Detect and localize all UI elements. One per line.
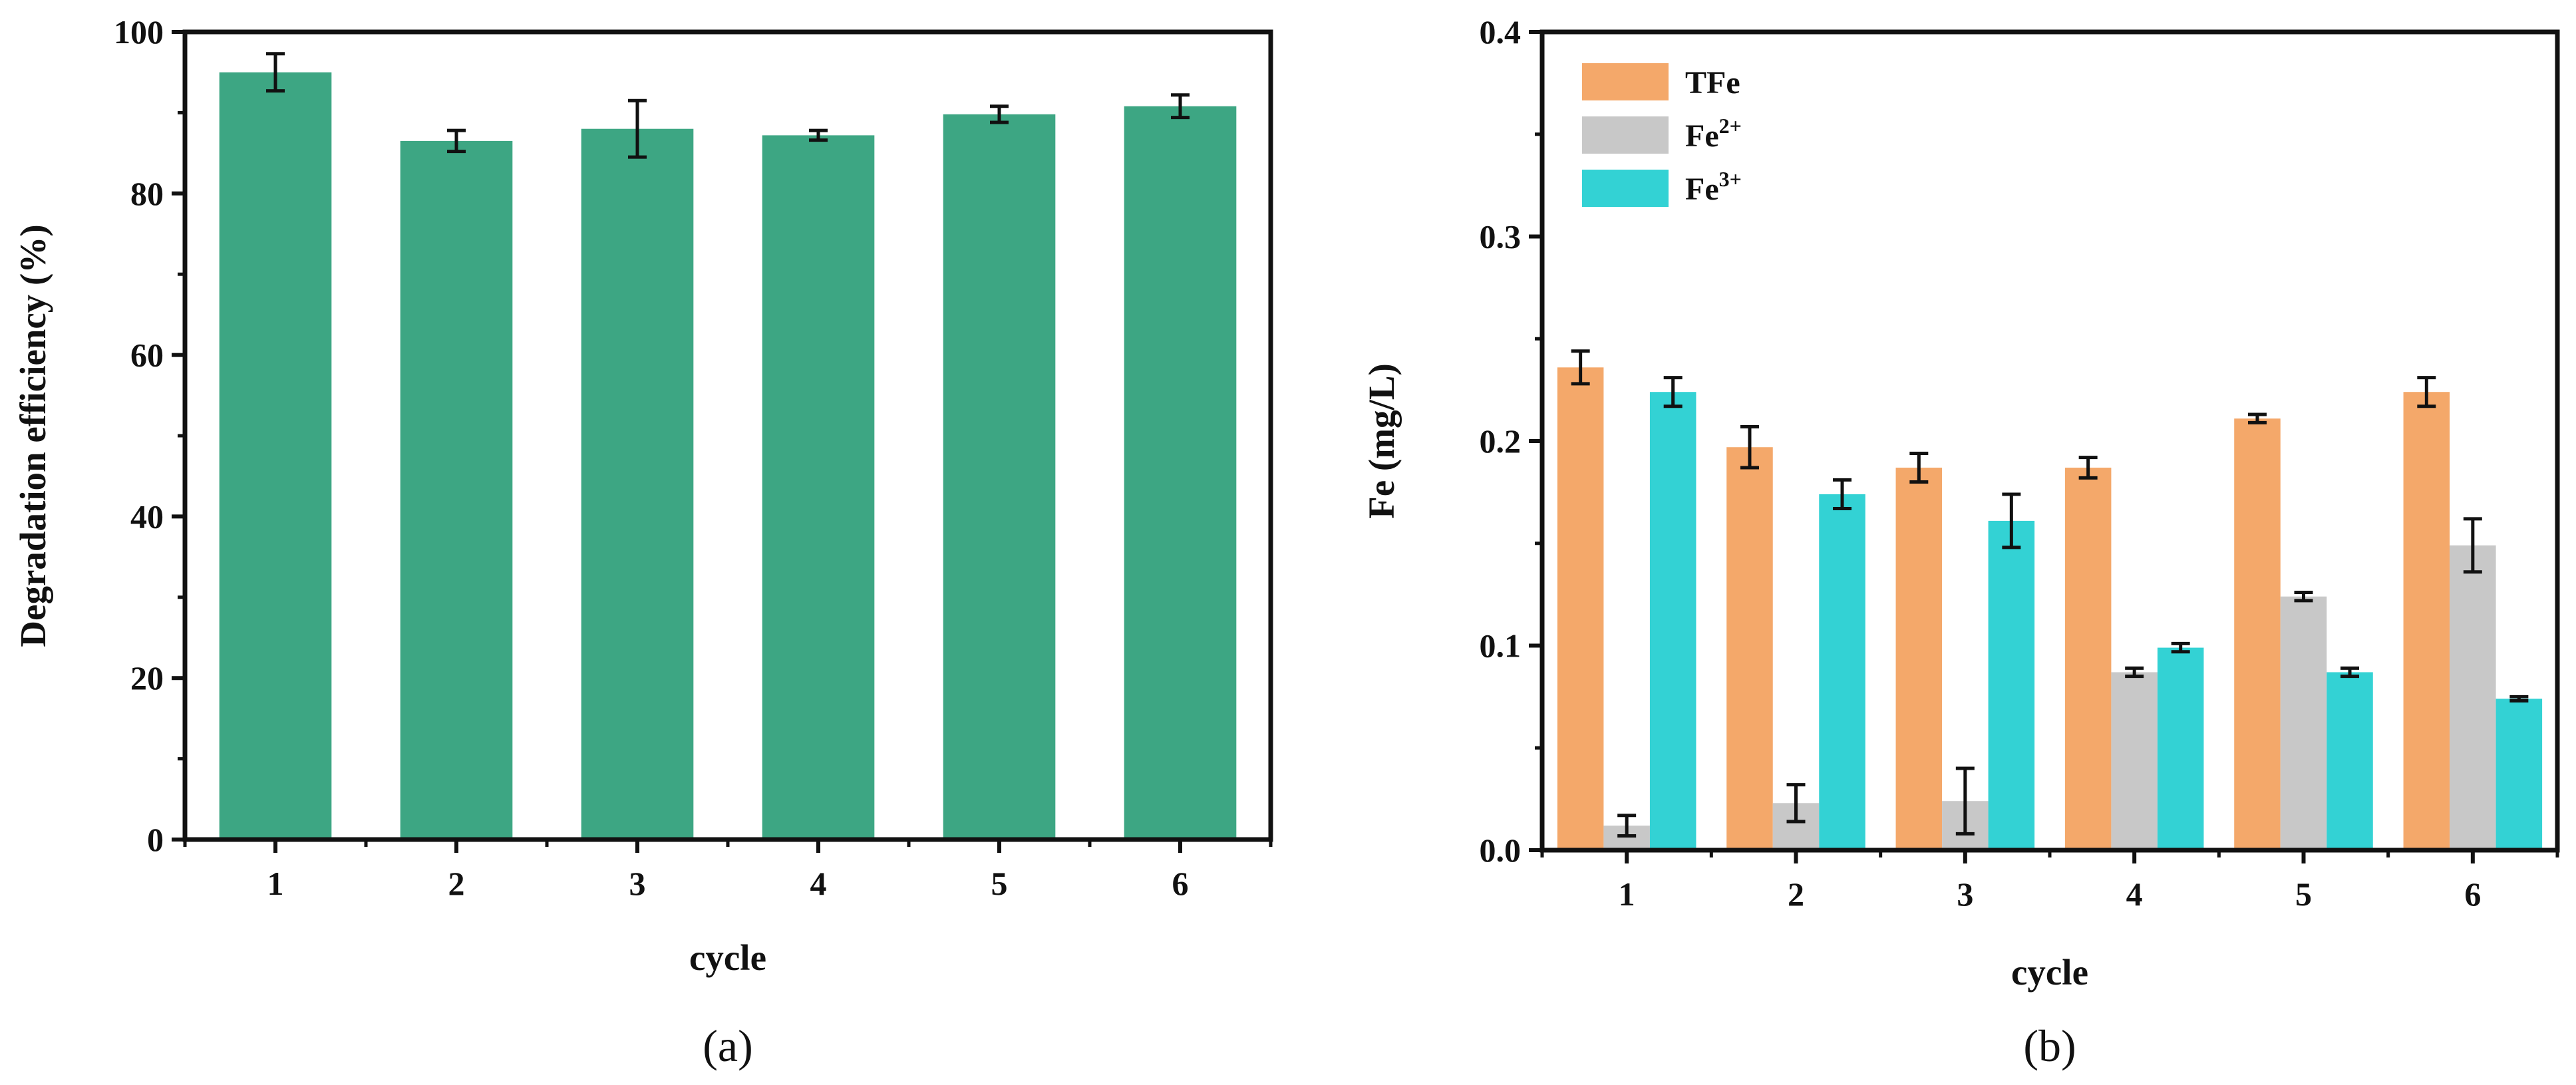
- legend-label-fe2: Fe2+: [1685, 114, 1742, 154]
- panel-b-xtick-label: 4: [2126, 875, 2143, 913]
- panel-b-xtick-label: 5: [2295, 875, 2312, 913]
- panel-a-ytick-label: 60: [130, 337, 164, 374]
- panel-b-errorbar-tfe-1: [1571, 349, 1590, 386]
- panel-a-plot-frame: [182, 29, 1273, 842]
- panel-b-errorbar-fe2-6: [2463, 517, 2482, 574]
- panel-a-errorbar-degradationefficiency-5: [990, 104, 1009, 124]
- panel-b-errorbar-fe3-4: [2171, 641, 2190, 654]
- panel-b-errorbar-fe3-3: [2002, 492, 2021, 549]
- panel-b-errorbar-fe3-1: [1663, 376, 1683, 408]
- legend-swatch-tfe: [1582, 63, 1669, 100]
- panel-a-bar-degradationefficiency-2: [400, 140, 513, 840]
- panel-a-errorbar-degradationefficiency-6: [1171, 93, 1190, 120]
- panel-b-xlabel: cycle: [2011, 952, 2088, 993]
- panel-a-ytick-label: 20: [130, 659, 164, 697]
- legend-swatch-fe2: [1582, 116, 1669, 154]
- panel-b-bar-fe3-1: [1649, 392, 1696, 850]
- legend-label-base: TFe: [1685, 65, 1740, 100]
- panel-b-bar-fe3-2: [1819, 494, 1865, 850]
- panel-b-bar-tfe-4: [2064, 467, 2112, 850]
- panel-b-bar-fe3-6: [2496, 698, 2543, 850]
- panel-b-bar-fe2-5: [2280, 596, 2327, 850]
- panel-b-errorbar-tfe-6: [2417, 376, 2436, 408]
- panel-a-xtick-label: 3: [629, 865, 646, 902]
- panel-a-errorbar-degradationefficiency-1: [266, 52, 285, 93]
- panel-b-bar-fe3-5: [2327, 672, 2373, 850]
- panel-b-bar-tfe-5: [2234, 418, 2281, 850]
- panel-a-ytick-label: 80: [130, 175, 164, 212]
- panel-a-ytick-label: 0: [147, 821, 164, 858]
- panel-b-errorbar-tfe-4: [2078, 456, 2098, 480]
- panel-b-xtick-label: 2: [1788, 875, 1804, 913]
- panel-b-bar-tfe-3: [1895, 467, 1943, 850]
- panel-b-errorbar-tfe-3: [1909, 451, 1929, 484]
- panel-b-bar-fe2-6: [2450, 545, 2496, 850]
- panel-b-label: (b): [2023, 1020, 2076, 1071]
- panel-a-bar-degradationefficiency-1: [219, 72, 332, 840]
- panel-a-ylabel: Degradation efficiency (%): [13, 224, 53, 647]
- panel-b-ytick-label: 0.3: [1480, 218, 1522, 255]
- panel-a-xtick-label: 4: [810, 865, 827, 902]
- panel-a-xtick-label: 2: [448, 865, 465, 902]
- panel-b-bar-tfe-2: [1726, 447, 1773, 850]
- panel-a-bar-degradationefficiency-6: [1124, 106, 1237, 840]
- panel-b-errorbar-tfe-2: [1740, 424, 1759, 470]
- panel-b-xtick-label: 6: [2464, 875, 2481, 913]
- panel-a-bar-degradationefficiency-4: [762, 135, 875, 840]
- panel-a-errorbar-degradationefficiency-2: [447, 128, 466, 154]
- legend-label-superscript: 3+: [1719, 167, 1742, 191]
- panel-b-ytick-label: 0.4: [1480, 13, 1522, 51]
- legend-label-base: Fe: [1685, 172, 1719, 207]
- panel-a-ytick-label: 100: [114, 13, 164, 51]
- panel-b-errorbar-fe3-6: [2509, 695, 2529, 703]
- panel-a-label: (a): [703, 1020, 752, 1071]
- panel-a-errorbar-degradationefficiency-3: [628, 98, 647, 159]
- panel-b-ytick-label: 0.1: [1480, 627, 1522, 665]
- panel-a-chart: 0 20 40 60 80 100 1 2 3 4 5 6 cycle Degradation effic…: [13, 13, 1273, 1071]
- panel-b-errorbar-fe2-3: [1955, 766, 1975, 836]
- panel-a-bar-degradationefficiency-5: [943, 114, 1056, 840]
- panel-b-bar-fe3-4: [2157, 647, 2204, 850]
- panel-b-errorbar-fe3-2: [1833, 478, 1852, 510]
- panel-a-xtick-label: 6: [1172, 865, 1189, 902]
- legend-label-fe3: Fe3+: [1685, 167, 1742, 207]
- panel-b-bar-fe2-4: [2111, 672, 2158, 850]
- panel-a-xtick-label: 1: [267, 865, 284, 902]
- panel-a-bar-degradationefficiency-3: [581, 128, 694, 840]
- panel-a-xtick-label: 5: [991, 865, 1008, 902]
- panel-b-ytick-label: 0.0: [1480, 832, 1522, 869]
- panel-b-errorbar-fe3-5: [2340, 666, 2360, 679]
- panel-b-ytick-label: 0.2: [1480, 422, 1522, 460]
- panel-b-chart: 0.0 0.1 0.2 0.3 0.4 1 2 3 4 5 6 cycle Fe (mg/L) (b) TF…: [1361, 13, 2560, 1071]
- panel-b-bar-tfe-6: [2403, 392, 2450, 850]
- legend-swatch-fe3: [1582, 170, 1669, 207]
- panel-a-ytick-label: 40: [130, 498, 164, 535]
- panel-b-xtick-label: 1: [1619, 875, 1635, 913]
- panel-b-errorbar-fe2-4: [2125, 666, 2144, 679]
- panel-b-errorbar-tfe-5: [2247, 412, 2267, 424]
- panel-b-errorbar-fe2-5: [2294, 591, 2313, 603]
- legend-label-base: Fe: [1685, 118, 1719, 154]
- panel-b-bar-tfe-1: [1557, 367, 1604, 850]
- legend-label-superscript: 2+: [1719, 114, 1742, 138]
- panel-a-xlabel: cycle: [689, 937, 766, 978]
- panel-b-bar-fe3-3: [1988, 520, 2035, 850]
- panel-b-ylabel: Fe (mg/L): [1361, 363, 1402, 519]
- panel-a-errorbar-degradationefficiency-4: [809, 128, 828, 142]
- panel-b-xtick-label: 3: [1957, 875, 1973, 913]
- panel-b-errorbar-fe2-1: [1617, 814, 1637, 838]
- legend-label-tfe: TFe: [1685, 65, 1740, 100]
- panel-b-errorbar-fe2-2: [1786, 783, 1806, 824]
